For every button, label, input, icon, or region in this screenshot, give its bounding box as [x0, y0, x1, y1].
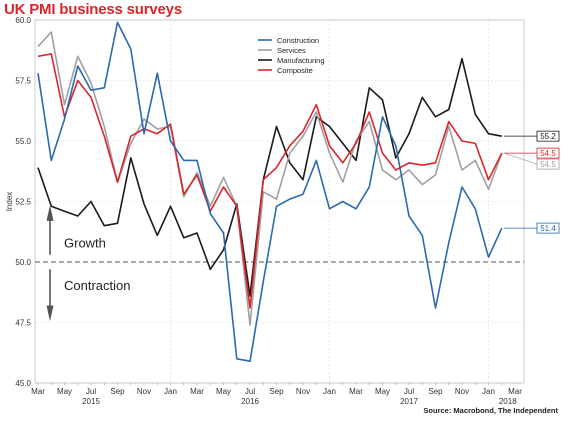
end-label-box	[536, 130, 560, 142]
x-tick-label: May	[57, 387, 72, 396]
x-tick-label: Jul	[245, 387, 255, 396]
x-tick-label: Mar	[508, 387, 522, 396]
end-label-box	[536, 147, 560, 159]
growth-label: Growth	[64, 235, 106, 250]
series-lines	[37, 21, 503, 363]
x-tick-label: Nov	[455, 387, 469, 396]
end-label-composite: 54.5	[540, 149, 556, 158]
contraction-label: Contraction	[64, 278, 130, 293]
year-label: 2017	[400, 397, 418, 406]
end-label-leader	[503, 152, 538, 165]
x-tick-label: Nov	[137, 387, 151, 396]
axes: 45.0 47.5 50.0 52.5 55.0 57.5 60.0 Mar May Jul Sep…	[5, 16, 525, 406]
x-tick-label: Sep	[269, 387, 284, 396]
legend-label-manufacturing: Manufacturing	[277, 56, 325, 65]
series-line-manufacturing	[37, 57, 502, 297]
y-tick-label: 57.5	[15, 77, 31, 86]
y-tick-label: 55.0	[15, 137, 31, 146]
x-tick-label: May	[216, 387, 231, 396]
end-labels: 55.2 54.5 54.5 51.4	[503, 130, 560, 234]
legend: ConstructionServicesManufacturingComposi…	[258, 36, 325, 75]
x-tick-label: Jul	[86, 387, 96, 396]
end-label-services: 54.5	[540, 160, 556, 169]
legend-label-composite: Composite	[277, 66, 313, 75]
x-tick-label: Sep	[110, 387, 125, 396]
end-label-construction: 51.4	[540, 224, 556, 233]
x-tick-label: May	[375, 387, 390, 396]
x-tick-label: Sep	[428, 387, 443, 396]
year-label: 2018	[499, 397, 517, 406]
series-line-construction	[37, 21, 503, 363]
end-label-box	[536, 222, 560, 234]
year-label: 2015	[82, 397, 100, 406]
x-tick-label: Mar	[349, 387, 363, 396]
chart-title: UK PMI business surveys	[4, 1, 182, 18]
x-tick-label: Mar	[190, 387, 204, 396]
series-line-composite	[37, 53, 503, 309]
y-tick-label: 52.5	[15, 198, 31, 207]
annotations: Growth Contraction	[46, 205, 130, 322]
y-tick-label: 45.0	[15, 379, 31, 388]
x-tick-label: Nov	[296, 387, 310, 396]
y-tick-label: 50.0	[15, 258, 31, 267]
x-tick-label: Mar	[31, 387, 45, 396]
x-tick-label: Jul	[404, 387, 414, 396]
end-label-box	[536, 158, 560, 170]
x-tick-label: Jan	[323, 387, 336, 396]
year-label: 2016	[241, 397, 259, 406]
legend-label-construction: Construction	[277, 36, 319, 45]
growth-arrow-head	[46, 205, 54, 221]
y-axis-label: Index	[5, 192, 14, 212]
contraction-arrow-head	[46, 305, 54, 322]
x-tick-label: Jan	[164, 387, 177, 396]
x-tick-label: Jan	[482, 387, 495, 396]
end-label-manufacturing: 55.2	[540, 132, 556, 141]
plot-frame	[34, 19, 525, 384]
y-tick-label: 60.0	[15, 16, 31, 25]
legend-label-services: Services	[277, 46, 306, 55]
y-tick-label: 47.5	[15, 319, 31, 328]
source-note: Source: Macrobond, The Independent	[423, 406, 558, 415]
